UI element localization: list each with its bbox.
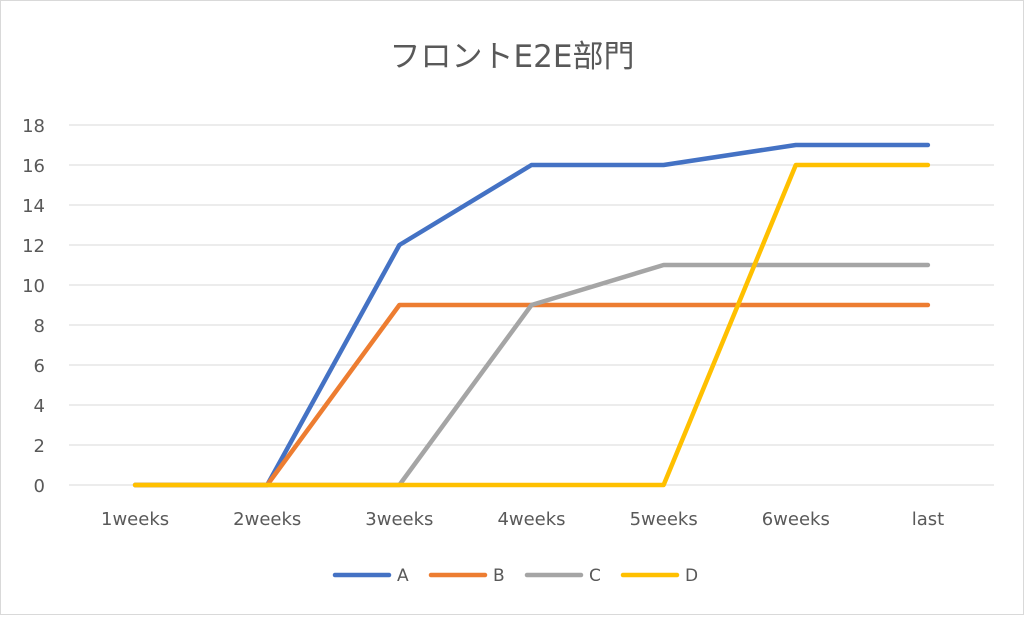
y-tick-label: 16 [22,156,45,177]
x-tick-label: 2weeks [233,509,301,530]
y-tick-label: 4 [34,396,45,417]
legend-label-a: A [397,566,409,586]
legend-label-b: B [493,566,505,586]
series-line-c [132,262,931,488]
x-tick-label: 6weeks [762,509,830,530]
series-line-d [132,162,931,488]
y-tick-label: 18 [22,116,45,137]
x-tick-label: 3weeks [365,509,433,530]
y-tick-label: 8 [34,316,45,337]
axis-ticks: 0 2 4 6 8 10 12 14 16 18 1weeks 2weeks 3weeks 4weeks 5… [22,116,944,530]
x-tick-label: last [912,509,944,530]
y-tick-label: 10 [22,276,45,297]
x-tick-label: 5weeks [630,509,698,530]
series-line-a [132,142,931,488]
y-tick-label: 2 [34,436,45,457]
y-tick-label: 6 [34,356,45,377]
y-tick-label: 12 [22,236,45,257]
series-line-b [132,302,931,488]
x-tick-label: 4weeks [497,509,565,530]
series-lines [132,142,931,488]
legend: A B C D [332,566,698,586]
chart-title: フロントE2E部門 [390,39,635,75]
y-tick-label: 14 [22,196,45,217]
y-tick-label: 0 [34,476,45,497]
legend-label-c: C [589,566,601,586]
x-tick-label: 1weeks [101,509,169,530]
legend-label-d: D [685,566,698,586]
